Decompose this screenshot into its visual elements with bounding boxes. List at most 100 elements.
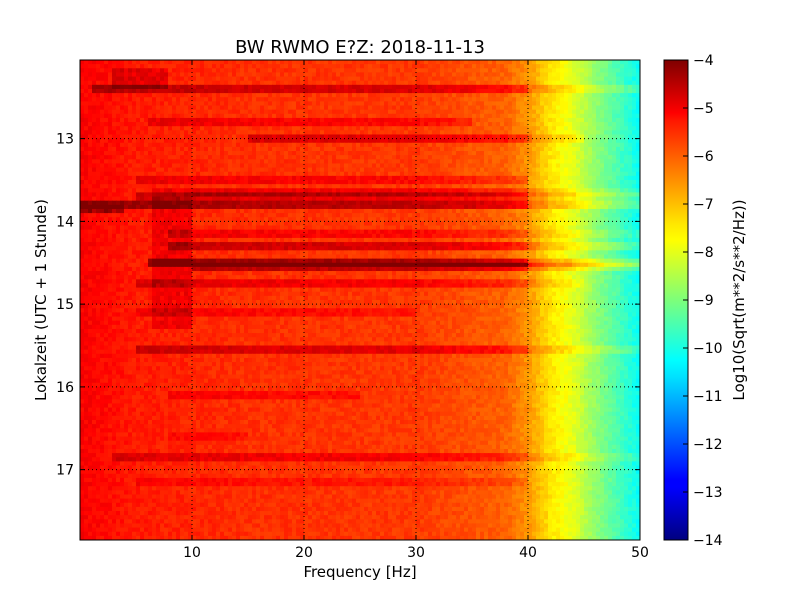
heatmap-cell (360, 175, 365, 181)
heatmap-cell (300, 142, 305, 148)
heatmap-cell (556, 167, 561, 173)
heatmap-cell (608, 109, 613, 115)
heatmap-cell (596, 76, 601, 82)
heatmap-cell (120, 138, 125, 144)
heatmap-cell (444, 175, 449, 181)
heatmap-cell (356, 64, 361, 69)
heatmap-cell (420, 72, 425, 78)
heatmap-cell (236, 68, 241, 74)
heatmap-cell (180, 80, 185, 86)
heatmap-cell (300, 122, 305, 127)
heatmap-cell (416, 192, 421, 198)
heatmap-cell (364, 163, 369, 169)
heatmap-cell (328, 151, 333, 156)
heatmap-cell (216, 159, 221, 165)
heatmap-cell (516, 200, 521, 206)
heatmap-cell (232, 80, 237, 86)
heatmap-cell (180, 68, 185, 74)
heatmap-cell (500, 88, 505, 94)
heatmap-cell (144, 146, 149, 152)
heatmap-cell (520, 97, 525, 102)
heatmap-cell (476, 105, 481, 111)
heatmap-cell (184, 130, 189, 136)
heatmap-cell (284, 188, 289, 194)
heatmap-cell (448, 180, 453, 185)
heatmap-cell (392, 97, 397, 102)
heatmap-cell (412, 109, 417, 115)
heatmap-cell (408, 192, 413, 198)
heatmap-cell (196, 105, 201, 111)
heatmap-cell (440, 88, 445, 94)
heatmap-cell (448, 117, 453, 123)
heatmap-cell (468, 113, 473, 119)
heatmap-cell (168, 184, 173, 189)
heatmap-cell (180, 88, 185, 94)
heatmap-cell (388, 142, 393, 148)
heatmap-cell (336, 138, 341, 144)
heatmap-cell (388, 159, 393, 165)
heatmap-cell (608, 146, 613, 152)
heatmap-cell (300, 88, 305, 94)
heatmap-cell (612, 68, 617, 74)
heatmap-cell (480, 180, 485, 185)
heatmap-cell (208, 159, 213, 165)
heatmap-cell (612, 64, 617, 69)
heatmap-cell (584, 72, 589, 78)
heatmap-cell (584, 68, 589, 74)
heatmap-cell (300, 163, 305, 169)
heatmap-cell (596, 175, 601, 181)
heatmap-cell (624, 80, 629, 86)
heatmap-cell (436, 113, 441, 119)
heatmap-cell (592, 155, 597, 160)
heatmap-cell (304, 93, 309, 98)
heatmap-cell (636, 196, 640, 202)
heatmap-cell (276, 175, 281, 181)
heatmap-cell (80, 72, 85, 78)
heatmap-cell (288, 138, 293, 144)
heatmap-cell (396, 72, 401, 78)
heatmap-cell (168, 105, 173, 111)
heatmap-cell (324, 113, 329, 119)
heatmap-cell (292, 180, 297, 185)
heatmap-cell (580, 76, 585, 82)
heatmap-cell (276, 113, 281, 119)
heatmap-cell (600, 101, 605, 107)
heatmap-cell (136, 192, 141, 198)
heatmap-cell (544, 171, 549, 177)
heatmap-cell (336, 80, 341, 86)
heatmap-cell (476, 76, 481, 82)
heatmap-cell (380, 122, 385, 127)
heatmap-cell (188, 101, 193, 107)
heatmap-cell (136, 142, 141, 148)
heatmap-cell (624, 151, 629, 156)
heatmap-cell (592, 76, 597, 82)
heatmap-cell (228, 97, 233, 102)
heatmap-cell (416, 159, 421, 165)
heatmap-cell (432, 130, 437, 136)
heatmap-cell (96, 97, 101, 102)
heatmap-cell (180, 184, 185, 189)
heatmap-cell (484, 80, 489, 86)
heatmap-cell (296, 151, 301, 156)
heatmap-cell (400, 175, 405, 181)
heatmap-cell (468, 117, 473, 123)
heatmap-cell (392, 184, 397, 189)
heatmap-cell (160, 126, 165, 131)
heatmap-cell (132, 184, 137, 189)
heatmap-cell (268, 93, 273, 98)
heatmap-cell (636, 68, 640, 74)
heatmap-cell (540, 76, 545, 82)
heatmap-cell (168, 134, 173, 140)
heatmap-cell (240, 134, 245, 140)
heatmap-cell (108, 167, 113, 173)
heatmap-cell (176, 76, 181, 82)
heatmap-cell (100, 130, 105, 136)
heatmap-cell (500, 184, 505, 189)
heatmap-cell (204, 60, 209, 65)
heatmap-cell (424, 117, 429, 123)
heatmap-cell (256, 192, 261, 198)
heatmap-cell (572, 175, 577, 181)
heatmap-cell (544, 138, 549, 144)
heatmap-cell (176, 97, 181, 102)
heatmap-cell (412, 192, 417, 198)
